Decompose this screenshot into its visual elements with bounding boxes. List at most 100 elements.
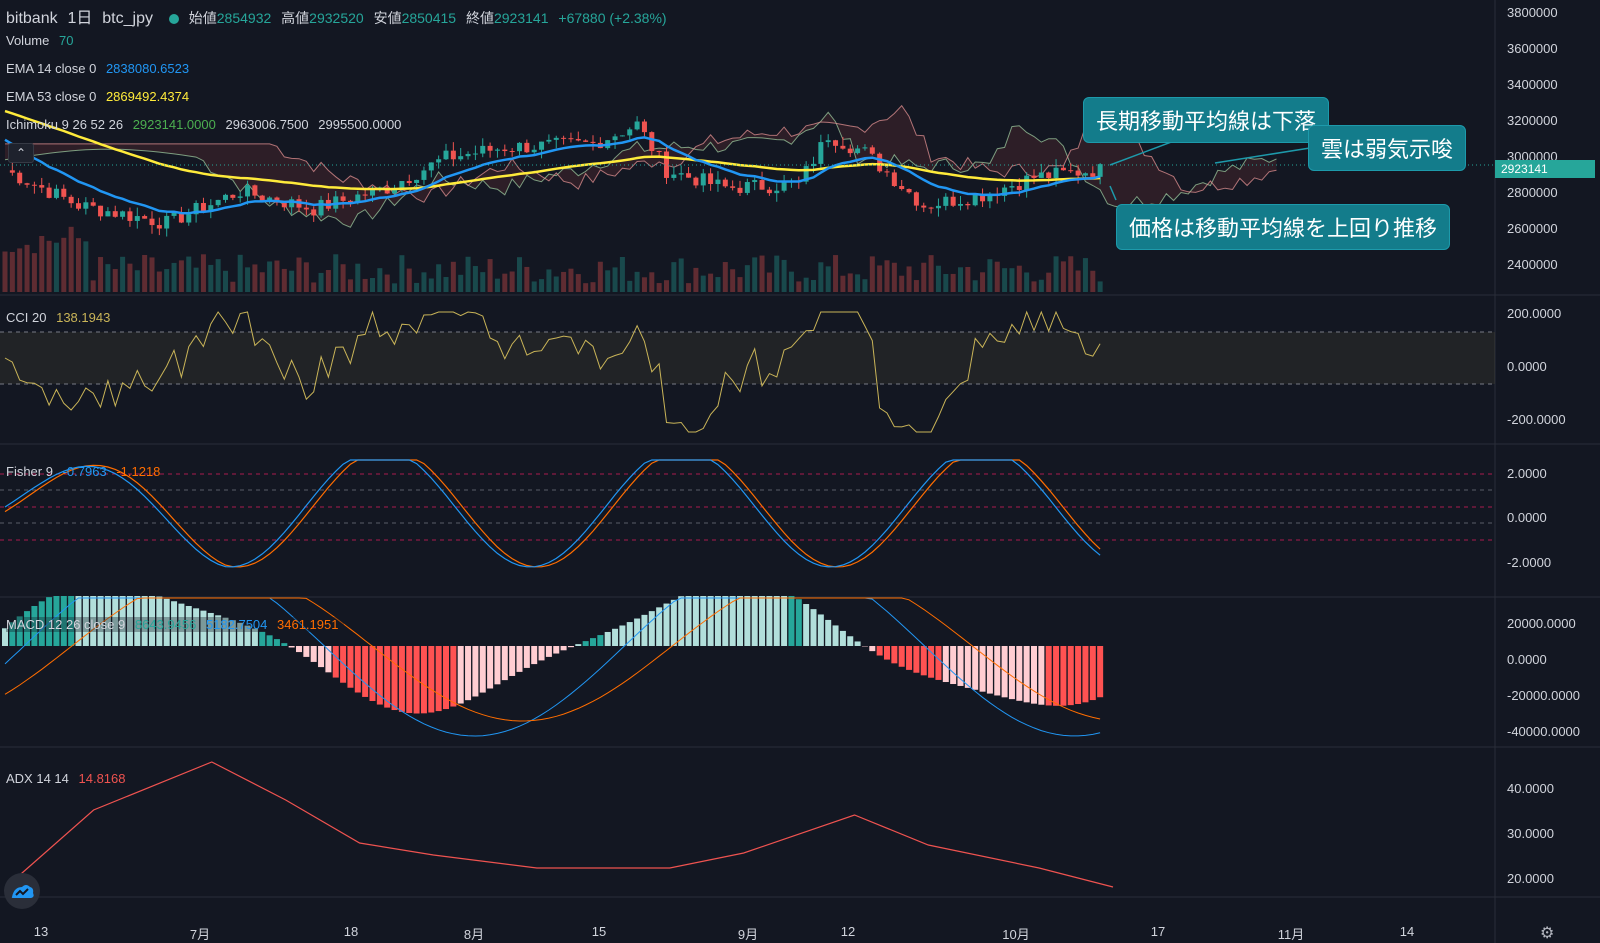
macd-histogram-bar xyxy=(376,646,383,705)
macd-histogram-bar xyxy=(648,611,655,646)
candle-body xyxy=(561,137,567,139)
macd-histogram-bar xyxy=(354,646,361,693)
candle-body xyxy=(539,141,545,150)
macd-histogram-bar xyxy=(149,596,155,646)
legend-ema14[interactable]: EMA 14 close 0 2838080.6523 xyxy=(6,61,195,76)
macd-histogram-bar xyxy=(891,646,898,664)
adx-value: 14.8168 xyxy=(78,771,126,786)
macd-histogram-bar xyxy=(60,596,67,646)
volume-bar xyxy=(384,274,390,292)
macd-histogram-bar xyxy=(53,596,60,646)
macd-histogram-bar xyxy=(82,596,89,646)
candle-body xyxy=(980,194,986,202)
volume-bar xyxy=(759,255,765,292)
legend-volume[interactable]: Volume 70 xyxy=(6,33,79,48)
legend-fisher[interactable]: Fisher 9 -0.7963 -1.1218 xyxy=(6,464,166,479)
candle-body xyxy=(406,181,412,183)
legend-ichimoku[interactable]: Ichimoku 9 26 52 26 2923141.0000 2963006… xyxy=(6,117,407,132)
macd-histogram-bar xyxy=(200,610,207,646)
candle-body xyxy=(774,190,780,194)
candle-body xyxy=(891,172,897,187)
legend-ema53[interactable]: EMA 53 close 0 2869492.4374 xyxy=(6,89,195,104)
candle-body xyxy=(744,182,750,193)
volume-bar xyxy=(612,267,618,292)
legend-cci[interactable]: CCI 20 138.1943 xyxy=(6,310,116,325)
candle-body xyxy=(178,212,184,223)
volume-bar xyxy=(289,270,295,292)
volume-bar xyxy=(899,275,905,292)
macd-histogram-bar xyxy=(97,596,104,646)
macd-histogram-bar xyxy=(884,646,890,660)
volume-bar xyxy=(406,268,412,292)
macd-histogram-bar xyxy=(678,596,685,646)
ema53-name: EMA 53 close 0 xyxy=(6,89,97,104)
candle-body xyxy=(200,202,206,212)
candle-body xyxy=(656,150,662,152)
symbol-name[interactable]: btc_jpy xyxy=(102,10,153,27)
callout-price-pointer xyxy=(1109,185,1117,201)
ichimoku-v3: 2995500.0000 xyxy=(318,117,402,132)
volume-bar xyxy=(671,262,677,292)
candle-body xyxy=(83,202,89,209)
tradingview-logo-icon[interactable] xyxy=(4,873,40,909)
collapse-legend-button[interactable]: ⌃ xyxy=(8,143,34,163)
macd-histogram-bar xyxy=(553,646,560,654)
candle-body xyxy=(281,202,287,208)
volume-bar xyxy=(200,254,206,292)
candle-body xyxy=(568,138,574,140)
volume-bar xyxy=(1031,281,1037,292)
volume-bar xyxy=(392,283,398,292)
volume-bar xyxy=(818,262,824,292)
macd-histogram-bar xyxy=(266,635,273,646)
candle-body xyxy=(311,209,317,216)
volume-bar xyxy=(171,262,177,292)
legend-macd[interactable]: MACD 12 26 close 9 8643.9456 5182.7504 3… xyxy=(6,617,345,632)
price-axis-label: 3800000 xyxy=(1507,5,1558,20)
symbol-header[interactable]: bitbank 1日 btc_jpy 始値2854932 高値2932520 安… xyxy=(6,4,673,28)
adx-line xyxy=(4,761,1114,889)
macd-histogram-bar xyxy=(744,596,751,646)
volume-bar xyxy=(76,238,81,292)
volume-bar xyxy=(370,277,375,292)
volume-bar xyxy=(17,248,23,292)
callout-cloud[interactable]: 雲は弱気示唆 xyxy=(1308,125,1467,171)
candle-body xyxy=(487,145,493,151)
gear-icon[interactable]: ⚙ xyxy=(1540,925,1555,942)
exchange-name: bitbank xyxy=(6,10,58,27)
candle-body xyxy=(869,147,875,154)
macd-histogram-bar xyxy=(1038,646,1045,705)
candle-body xyxy=(715,179,721,185)
volume-bar xyxy=(377,268,383,292)
candle-body xyxy=(24,183,30,185)
candle-body xyxy=(318,199,324,216)
volume-bar xyxy=(230,281,236,292)
cci-name: CCI 20 xyxy=(6,310,47,325)
candle-body xyxy=(649,132,655,151)
macd-histogram-bar xyxy=(310,646,317,662)
macd-histogram-bar xyxy=(237,622,244,646)
candle-body xyxy=(237,196,243,198)
macd-histogram-bar xyxy=(222,617,229,646)
macd-histogram-bar xyxy=(134,596,141,646)
volume-bar xyxy=(443,277,449,292)
candle-body xyxy=(958,204,963,206)
macd-histogram-bar xyxy=(457,646,464,704)
macd-histogram-bar xyxy=(435,646,442,712)
volume-bar xyxy=(46,240,52,292)
macd-histogram-bar xyxy=(406,646,413,714)
candle-body xyxy=(171,212,177,216)
macd-histogram-bar xyxy=(590,638,596,646)
macd-histogram-bar xyxy=(1075,646,1082,705)
macd-histogram-bar xyxy=(869,646,876,652)
ichimoku-span-b xyxy=(5,104,1277,203)
time-axis-label: 17 xyxy=(1150,924,1166,939)
callout-long-ma[interactable]: 長期移動平均線は下落 xyxy=(1083,97,1330,143)
interval[interactable]: 1日 xyxy=(67,10,93,27)
macd-histogram-bar xyxy=(1001,646,1008,698)
candle-body xyxy=(142,216,148,219)
macd-histogram-bar xyxy=(729,596,736,646)
candle-body xyxy=(752,180,758,183)
callout-price[interactable]: 価格は移動平均線を上回り推移 xyxy=(1116,204,1451,250)
legend-adx[interactable]: ADX 14 14 14.8168 xyxy=(6,771,132,786)
